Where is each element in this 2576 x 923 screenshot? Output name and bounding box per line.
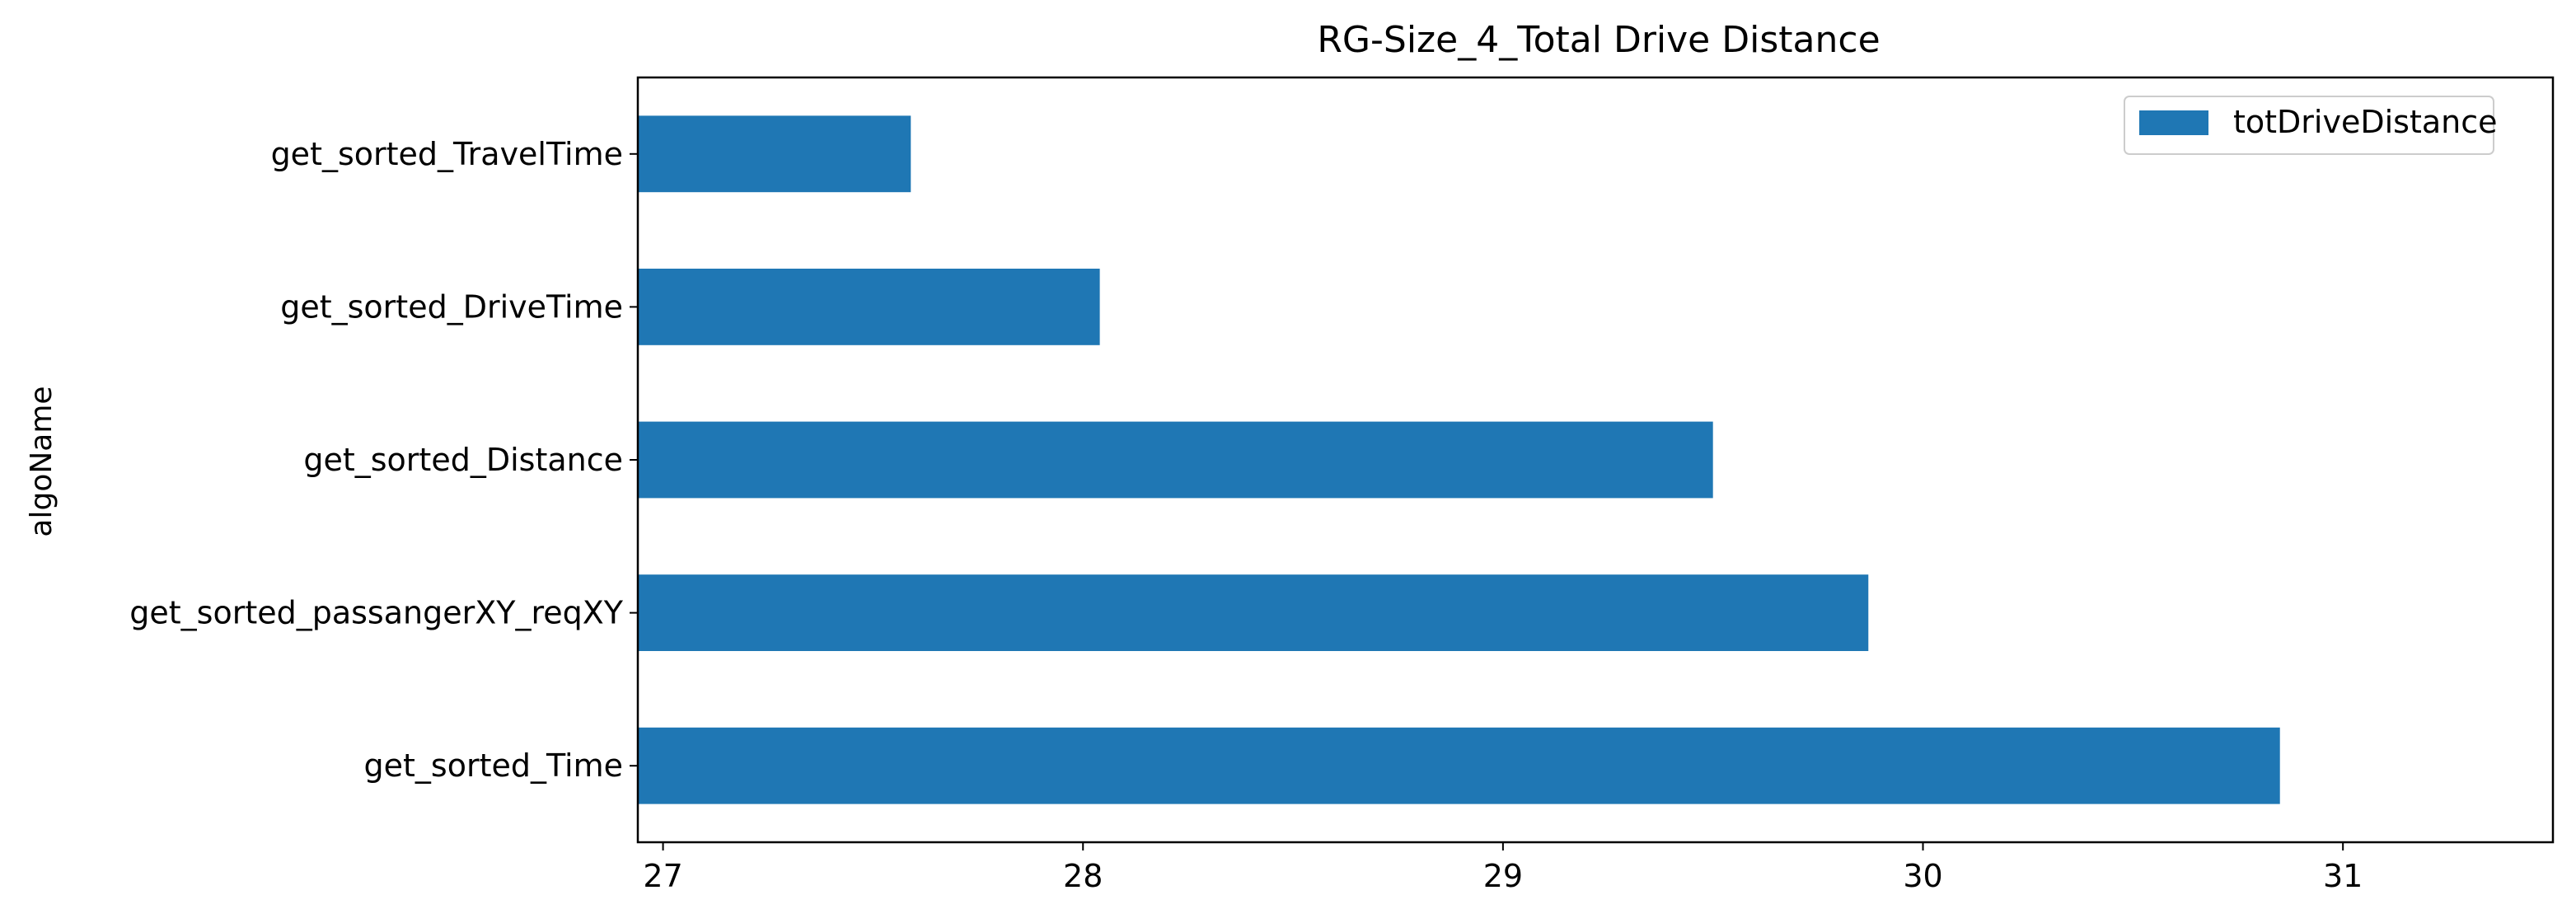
- x-tick-label: 28: [1063, 858, 1103, 894]
- bar-get_sorted_passangerXY_reqXY: [638, 574, 1869, 651]
- x-tick-label: 30: [1903, 858, 1942, 894]
- bars-layer: [638, 115, 2280, 804]
- x-axis: 27 28 29 30 31: [643, 842, 2363, 894]
- y-tick-label: get_sorted_TravelTime: [271, 136, 623, 172]
- y-axis-label: algoName: [25, 386, 59, 536]
- y-axis: get_sorted_TravelTime get_sorted_DriveTim…: [129, 136, 638, 784]
- legend: totDriveDistance: [2124, 96, 2498, 155]
- x-tick-label: 29: [1483, 858, 1523, 894]
- bar-get_sorted_TravelTime: [638, 115, 911, 193]
- bar-get_sorted_Time: [638, 727, 2280, 804]
- legend-box: [2124, 96, 2494, 155]
- x-tick-label: 31: [2323, 858, 2363, 894]
- legend-swatch: [2139, 110, 2208, 135]
- y-tick-label: get_sorted_Time: [364, 747, 623, 784]
- legend-label-totDriveDistance: totDriveDistance: [2233, 104, 2498, 140]
- plot-frame: [636, 76, 2555, 844]
- bar-get_sorted_Distance: [638, 421, 1713, 499]
- x-tick-label: 27: [643, 858, 682, 894]
- y-tick-label: get_sorted_Distance: [303, 442, 623, 478]
- chart-title: RG-Size_4_Total Drive Distance: [1317, 19, 1880, 61]
- y-tick-label: get_sorted_passangerXY_reqXY: [129, 595, 624, 631]
- y-tick-label: get_sorted_DriveTime: [280, 288, 623, 325]
- bar-get_sorted_DriveTime: [638, 269, 1100, 345]
